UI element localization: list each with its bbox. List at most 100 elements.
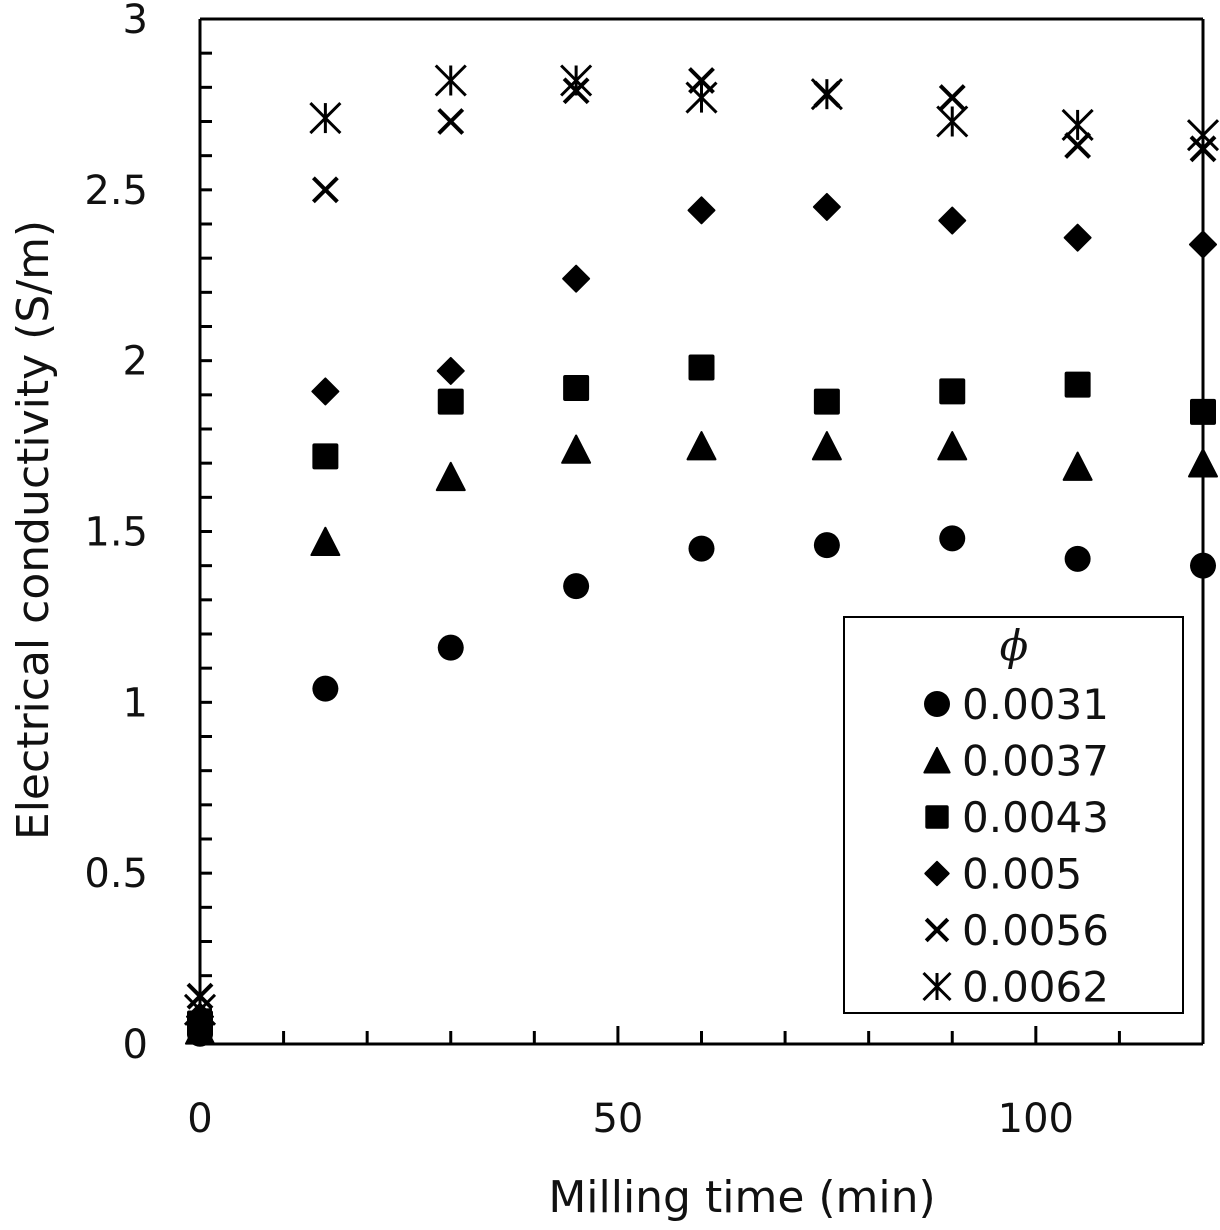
data-point-x [938,84,966,111]
square-marker [688,354,715,381]
circle-marker [939,525,966,552]
data-point-square [1190,398,1216,425]
x-marker-stroke [924,917,950,943]
data-point-circle [1064,545,1091,572]
diamond-marker [562,264,591,293]
data-points [183,64,1220,1047]
data-point-triangle [811,431,842,461]
data-point-asterisk [1061,108,1094,141]
square-marker [437,388,464,415]
y-axis-title: Electrical conductivity (S/m) [8,220,59,840]
series-diamond [186,192,1217,1031]
legend-label: 0.0056 [962,906,1109,955]
data-point-triangle [937,431,968,461]
x-legend-icon [924,917,950,943]
data-point-circle [563,573,590,600]
diamond-marker [1063,223,1092,252]
data-point-circle [437,634,464,661]
legend-label: 0.0037 [962,737,1109,786]
data-point-diamond [812,192,841,221]
data-point-diamond [1189,230,1217,259]
legend-item: 0.0056 [924,906,1109,955]
data-point-diamond [562,264,591,293]
data-point-asterisk [560,64,593,97]
data-point-circle [813,532,840,559]
x-marker-stroke [1064,132,1092,159]
square-marker [925,805,949,829]
triangle-marker [937,431,968,461]
diamond-marker [812,192,841,221]
triangle-marker [923,746,951,774]
y-tick-label: 2.5 [84,168,148,214]
series-asterisk [183,64,1220,1026]
triangle-marker [686,431,717,461]
legend-items: 0.0031 0.0037 0.0043 0.005 0.0056 0.0062 [922,680,1109,1012]
triangle-marker [811,431,842,461]
data-point-circle [312,675,339,702]
x-tick-label: 50 [592,1096,643,1142]
data-point-circle [688,535,715,562]
diamond-marker [436,356,465,385]
circle-marker [1190,552,1216,579]
triangle-legend-icon [923,746,951,774]
circle-legend-icon [924,691,950,717]
legend-label: 0.005 [962,850,1082,899]
data-point-x [311,176,339,204]
series-square [187,354,1216,1037]
circle-marker [688,535,715,562]
circle-marker [924,691,950,717]
circle-marker [1064,545,1091,572]
y-tick-label: 0 [123,1022,148,1068]
diamond-marker [311,377,340,406]
data-point-asterisk [309,102,342,135]
circle-marker [312,675,339,702]
legend-label: 0.0043 [962,793,1109,842]
series-circle [187,525,1216,1047]
data-point-triangle [561,434,592,464]
x-marker-stroke [938,84,966,111]
y-tick-label: 1 [123,680,148,726]
legend-item: 0.0043 [925,793,1109,842]
triangle-marker [310,526,341,557]
diamond-legend-icon [924,860,950,887]
data-point-x [437,108,465,135]
square-marker [1190,398,1216,425]
y-tick-label: 3 [123,0,148,43]
data-point-diamond [436,356,465,385]
data-point-square [437,388,464,415]
triangle-marker [1062,451,1093,481]
legend: ϕ 0.0031 0.0037 0.0043 0.005 0.0056 0.0062 [843,616,1184,1014]
square-legend-icon [925,805,949,829]
y-axis-ticks: 0 0.5 1 1.5 2 2.5 3 [84,0,212,1068]
data-point-asterisk [183,993,217,1026]
x-axis-title: Milling time (min) [548,1172,935,1223]
y-tick-label: 1.5 [84,510,148,556]
triangle-marker [1188,448,1218,478]
data-point-diamond [1063,223,1092,252]
square-marker [939,378,966,405]
data-point-triangle [1062,451,1093,481]
x-marker-stroke [311,176,339,204]
x-tick-label: 0 [187,1096,212,1142]
square-marker [1064,371,1091,398]
data-point-diamond [687,196,716,225]
data-point-square [813,388,840,415]
data-point-triangle [1188,448,1218,478]
x-axis-ticks: 0 50 100 [187,1026,1121,1142]
data-point-triangle [435,461,466,492]
y-tick-label: 0.5 [84,851,148,897]
diamond-marker [924,860,950,887]
data-point-square [312,443,339,470]
legend-item: 0.0037 [923,737,1109,786]
triangle-marker [561,434,592,464]
data-point-asterisk [1186,119,1220,152]
data-point-asterisk [434,64,467,97]
data-point-square [688,354,715,381]
data-point-square [939,378,966,405]
data-point-diamond [938,206,967,235]
triangle-marker [435,461,466,492]
y-tick-label: 2 [123,339,148,385]
legend-box [843,616,1184,1014]
square-marker [563,375,590,401]
